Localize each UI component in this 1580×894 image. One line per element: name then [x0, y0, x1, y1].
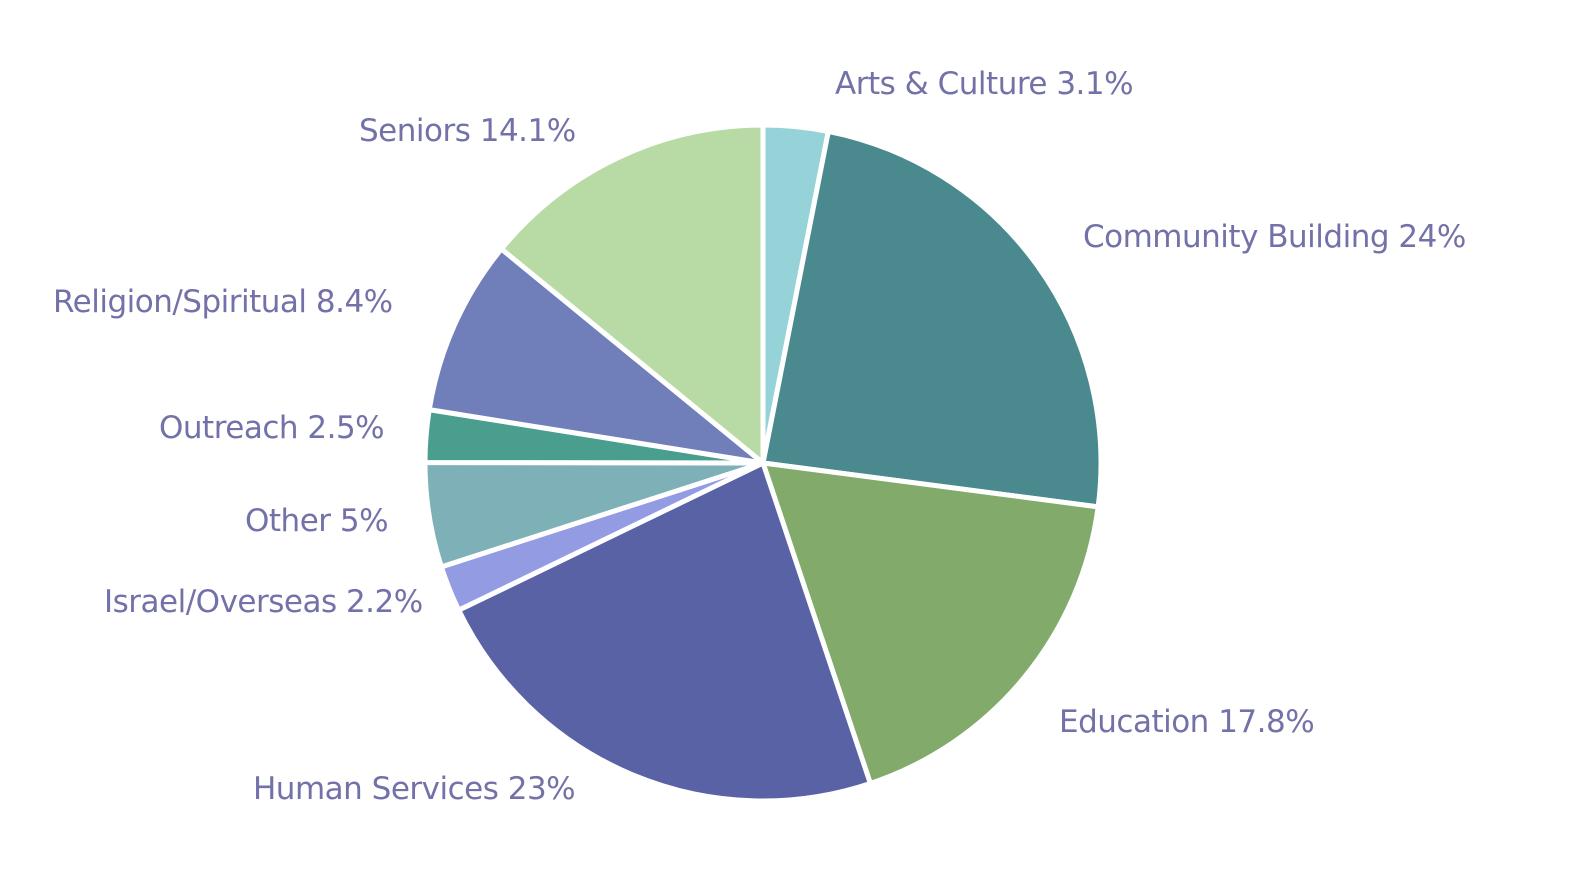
slice-religion-spiritual	[426, 246, 766, 466]
slice-community-building	[760, 128, 1104, 510]
label-seniors: Seniors 14.1%	[359, 113, 576, 149]
label-education: Education 17.8%	[1059, 704, 1315, 740]
label-outreach: Outreach 2.5%	[159, 410, 385, 446]
label-israel-overseas: Israel/Overseas 2.2%	[104, 584, 423, 620]
label-arts-culture: Arts & Culture 3.1%	[835, 66, 1134, 102]
label-community-building: Community Building 24%	[1083, 219, 1466, 255]
slice-seniors	[498, 122, 766, 466]
label-religion-spiritual: Religion/Spiritual 8.4%	[53, 284, 393, 320]
slice-human-services	[456, 460, 873, 804]
label-human-services: Human Services 23%	[253, 771, 576, 807]
slice-education	[760, 460, 1101, 786]
label-other: Other 5%	[245, 503, 389, 539]
